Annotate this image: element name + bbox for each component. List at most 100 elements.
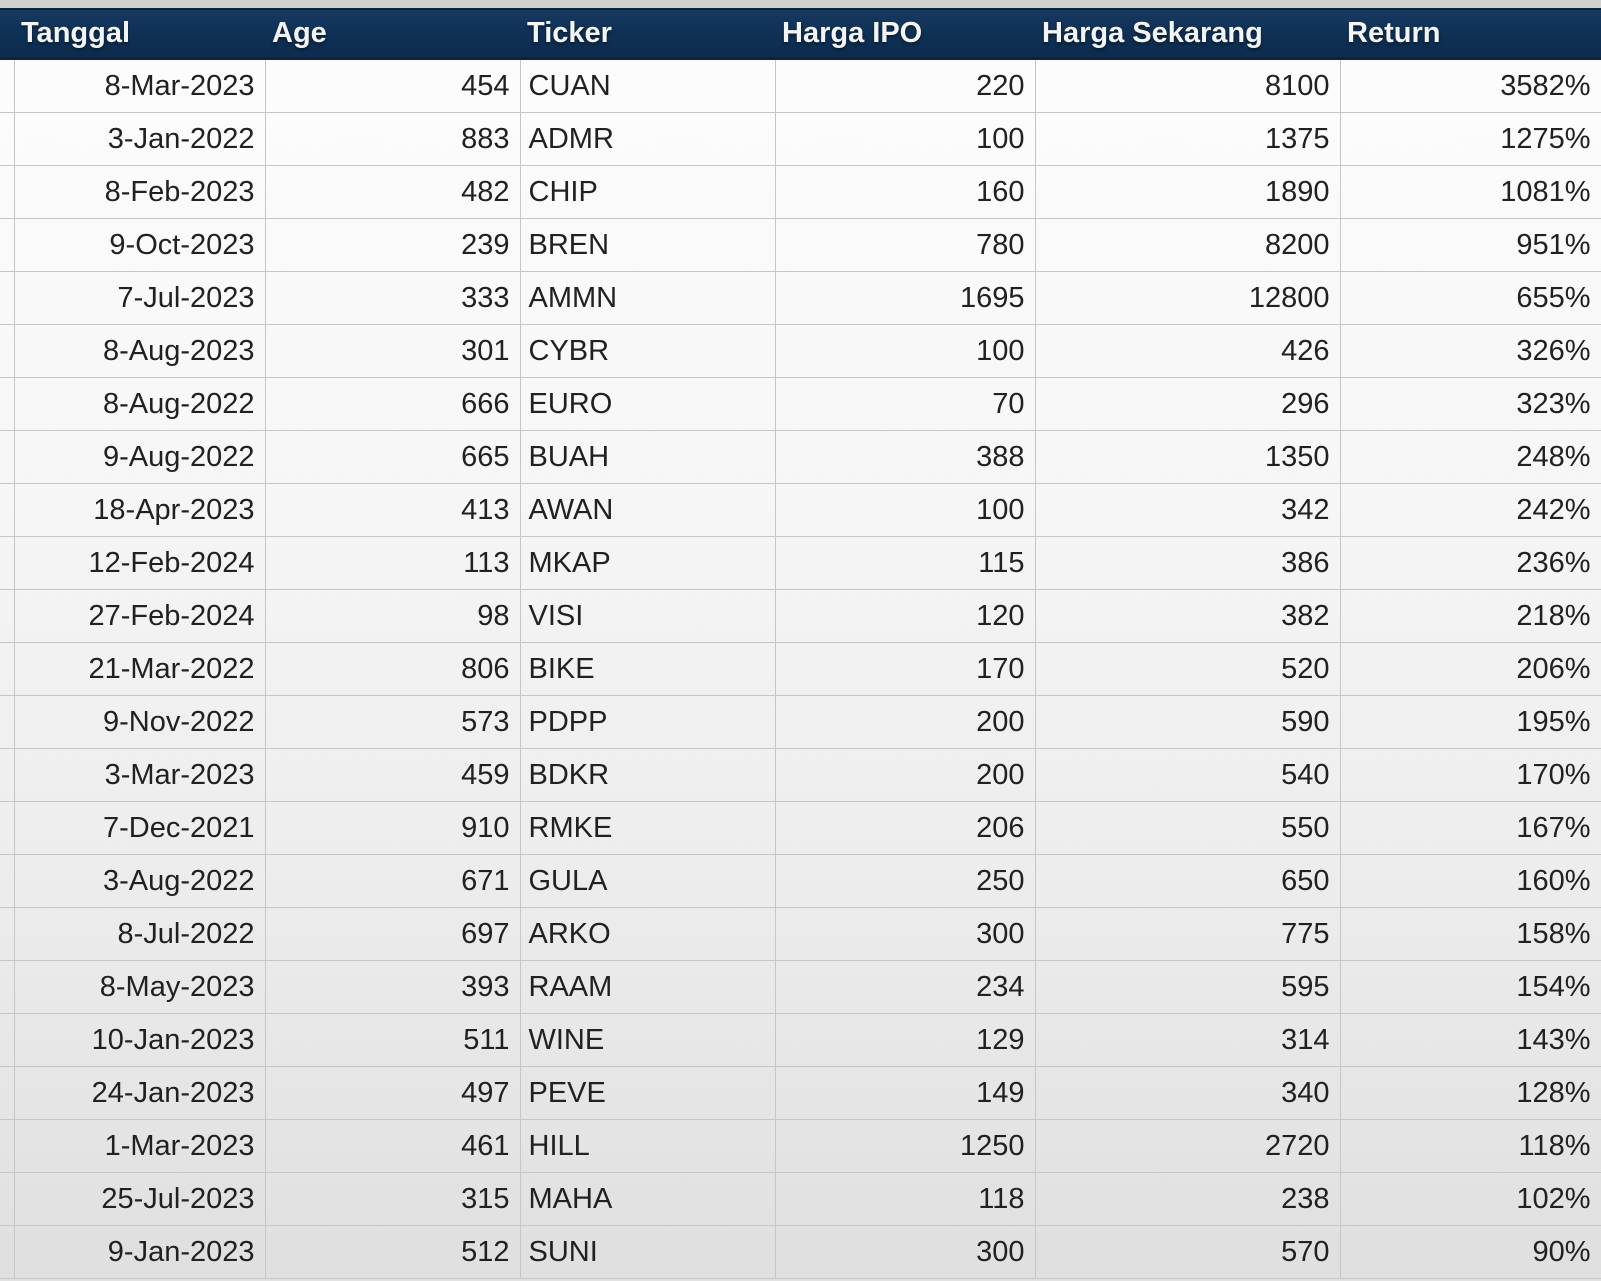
cell-ticker[interactable]: BIKE: [519, 642, 776, 696]
cell-ticker[interactable]: AMMN: [519, 271, 776, 325]
cell-ticker[interactable]: EURO: [519, 377, 776, 431]
cell-ticker[interactable]: PDPP: [519, 695, 776, 749]
cell-harga-ipo[interactable]: 120: [774, 589, 1036, 643]
cell-harga-sekarang[interactable]: 590: [1034, 695, 1341, 749]
cell-harga-sekarang[interactable]: 386: [1034, 536, 1341, 590]
cell-harga-sekarang[interactable]: 540: [1034, 748, 1341, 802]
cell-ticker[interactable]: BREN: [519, 218, 776, 272]
cell-empty[interactable]: [0, 483, 15, 537]
cell-age[interactable]: 98: [264, 589, 521, 643]
cell-empty[interactable]: [0, 695, 15, 749]
cell-age[interactable]: 482: [264, 165, 521, 219]
cell-tanggal[interactable]: 9-Nov-2022: [13, 695, 266, 749]
cell-empty[interactable]: [0, 324, 15, 378]
cell-ticker[interactable]: PEVE: [519, 1066, 776, 1120]
cell-harga-sekarang[interactable]: 296: [1034, 377, 1341, 431]
cell-empty[interactable]: [0, 748, 15, 802]
cell-tanggal[interactable]: 8-Mar-2023: [13, 58, 266, 113]
cell-harga-ipo[interactable]: 220: [774, 58, 1036, 113]
cell-harga-sekarang[interactable]: 426: [1034, 324, 1341, 378]
cell-age[interactable]: 113: [264, 536, 521, 590]
cell-age[interactable]: 806: [264, 642, 521, 696]
header-cell-tanggal[interactable]: Tanggal: [14, 8, 265, 60]
cell-tanggal[interactable]: 21-Mar-2022: [13, 642, 266, 696]
cell-age[interactable]: 239: [264, 218, 521, 272]
header-cell-ticker[interactable]: Ticker: [520, 8, 775, 60]
cell-return[interactable]: 160%: [1339, 854, 1601, 908]
cell-tanggal[interactable]: 7-Dec-2021: [13, 801, 266, 855]
cell-ticker[interactable]: AWAN: [519, 483, 776, 537]
cell-tanggal[interactable]: 3-Mar-2023: [13, 748, 266, 802]
cell-tanggal[interactable]: 8-May-2023: [13, 960, 266, 1014]
cell-harga-ipo[interactable]: 200: [774, 695, 1036, 749]
cell-empty[interactable]: [0, 112, 15, 166]
cell-harga-ipo[interactable]: 300: [774, 1225, 1036, 1279]
cell-return[interactable]: 3582%: [1339, 58, 1601, 113]
cell-ticker[interactable]: ARKO: [519, 907, 776, 961]
cell-tanggal[interactable]: 10-Jan-2023: [13, 1013, 266, 1067]
cell-ticker[interactable]: MAHA: [519, 1172, 776, 1226]
cell-return[interactable]: 1275%: [1339, 112, 1601, 166]
cell-tanggal[interactable]: 7-Jul-2023: [13, 271, 266, 325]
cell-ticker[interactable]: WINE: [519, 1013, 776, 1067]
cell-empty[interactable]: [0, 960, 15, 1014]
cell-tanggal[interactable]: 8-Aug-2022: [13, 377, 266, 431]
cell-age[interactable]: 461: [264, 1119, 521, 1173]
cell-empty[interactable]: [0, 642, 15, 696]
cell-harga-sekarang[interactable]: 314: [1034, 1013, 1341, 1067]
cell-empty[interactable]: [0, 1066, 15, 1120]
cell-ticker[interactable]: BUAH: [519, 430, 776, 484]
cell-tanggal[interactable]: 8-Jul-2022: [13, 907, 266, 961]
header-cell-return[interactable]: Return: [1340, 8, 1601, 60]
cell-return[interactable]: 195%: [1339, 695, 1601, 749]
cell-ticker[interactable]: SUNI: [519, 1225, 776, 1279]
cell-return[interactable]: 242%: [1339, 483, 1601, 537]
cell-harga-ipo[interactable]: 118: [774, 1172, 1036, 1226]
cell-tanggal[interactable]: 3-Aug-2022: [13, 854, 266, 908]
cell-tanggal[interactable]: 3-Jan-2022: [13, 112, 266, 166]
cell-tanggal[interactable]: 8-Aug-2023: [13, 324, 266, 378]
cell-harga-sekarang[interactable]: 2720: [1034, 1119, 1341, 1173]
cell-return[interactable]: 206%: [1339, 642, 1601, 696]
cell-ticker[interactable]: RAAM: [519, 960, 776, 1014]
cell-tanggal[interactable]: 27-Feb-2024: [13, 589, 266, 643]
cell-harga-ipo[interactable]: 170: [774, 642, 1036, 696]
cell-return[interactable]: 170%: [1339, 748, 1601, 802]
cell-harga-ipo[interactable]: 250: [774, 854, 1036, 908]
cell-harga-sekarang[interactable]: 8100: [1034, 58, 1341, 113]
cell-harga-ipo[interactable]: 129: [774, 1013, 1036, 1067]
cell-empty[interactable]: [0, 218, 15, 272]
cell-age[interactable]: 883: [264, 112, 521, 166]
cell-empty[interactable]: [0, 271, 15, 325]
cell-harga-ipo[interactable]: 1250: [774, 1119, 1036, 1173]
cell-harga-sekarang[interactable]: 595: [1034, 960, 1341, 1014]
cell-return[interactable]: 326%: [1339, 324, 1601, 378]
cell-ticker[interactable]: RMKE: [519, 801, 776, 855]
cell-age[interactable]: 910: [264, 801, 521, 855]
cell-harga-ipo[interactable]: 300: [774, 907, 1036, 961]
cell-ticker[interactable]: MKAP: [519, 536, 776, 590]
cell-age[interactable]: 333: [264, 271, 521, 325]
cell-empty[interactable]: [0, 430, 15, 484]
cell-return[interactable]: 655%: [1339, 271, 1601, 325]
cell-harga-sekarang[interactable]: 775: [1034, 907, 1341, 961]
header-cell-harga-sekarang[interactable]: Harga Sekarang: [1035, 8, 1340, 60]
cell-harga-sekarang[interactable]: 12800: [1034, 271, 1341, 325]
cell-harga-ipo[interactable]: 70: [774, 377, 1036, 431]
cell-return[interactable]: 167%: [1339, 801, 1601, 855]
cell-harga-sekarang[interactable]: 520: [1034, 642, 1341, 696]
cell-age[interactable]: 459: [264, 748, 521, 802]
header-cell-empty[interactable]: [0, 8, 14, 60]
cell-ticker[interactable]: BDKR: [519, 748, 776, 802]
cell-empty[interactable]: [0, 58, 15, 113]
cell-age[interactable]: 315: [264, 1172, 521, 1226]
cell-tanggal[interactable]: 12-Feb-2024: [13, 536, 266, 590]
cell-tanggal[interactable]: 9-Aug-2022: [13, 430, 266, 484]
cell-empty[interactable]: [0, 907, 15, 961]
cell-empty[interactable]: [0, 801, 15, 855]
cell-tanggal[interactable]: 9-Oct-2023: [13, 218, 266, 272]
cell-harga-ipo[interactable]: 100: [774, 324, 1036, 378]
cell-harga-sekarang[interactable]: 238: [1034, 1172, 1341, 1226]
cell-harga-ipo[interactable]: 388: [774, 430, 1036, 484]
cell-return[interactable]: 118%: [1339, 1119, 1601, 1173]
